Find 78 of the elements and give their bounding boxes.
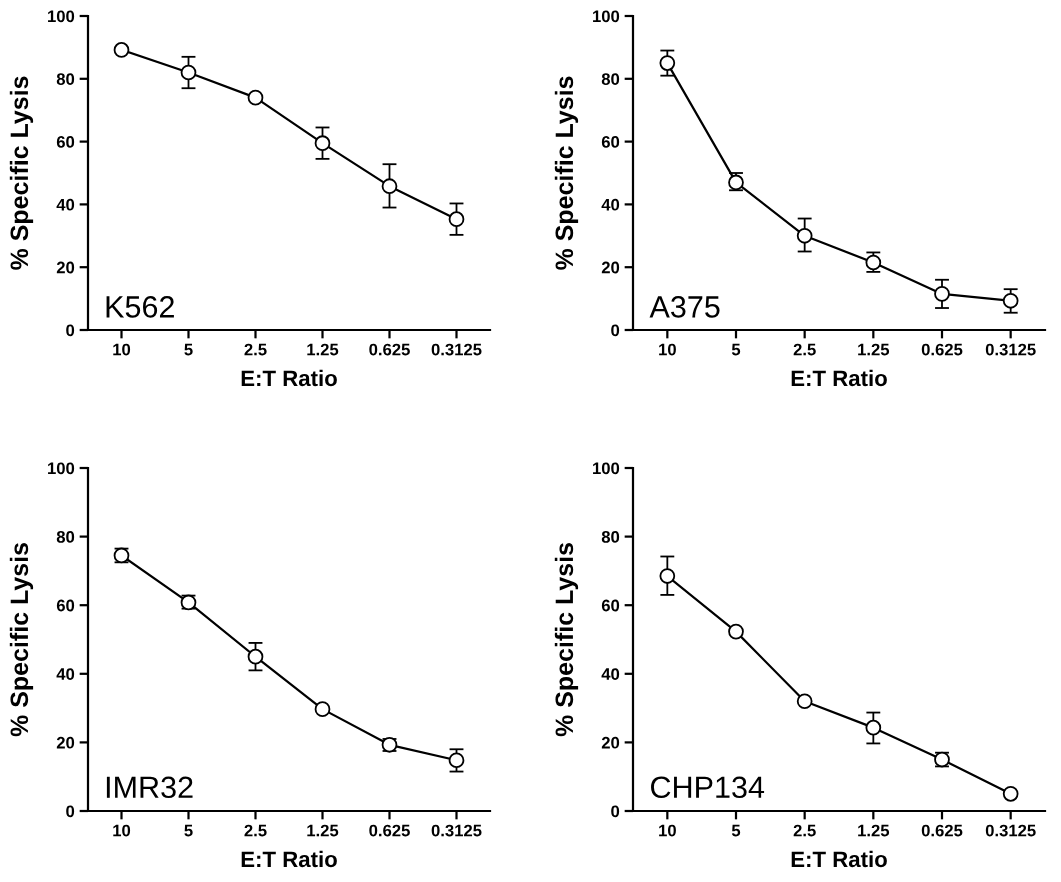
x-tick-label: 2.5 — [793, 824, 816, 837]
y-tick-label: 100 — [48, 10, 75, 23]
x-axis-title: E:T Ratio — [791, 369, 887, 387]
x-tick-label: 0.625 — [369, 343, 410, 356]
point — [113, 42, 130, 58]
annotation: K562 — [106, 296, 174, 318]
point — [180, 64, 197, 81]
point — [1002, 292, 1019, 309]
point — [314, 135, 331, 152]
x-tick-label: 2.5 — [244, 824, 267, 837]
y-tick-label: 40 — [601, 668, 620, 680]
x-tick-label: 2.5 — [793, 343, 816, 356]
point — [381, 178, 398, 195]
y-tick-label: 60 — [601, 599, 620, 612]
y-axis-title: % Specific Lysis — [554, 76, 579, 270]
x-tick-label: 10 — [659, 343, 676, 356]
x-tick-label: 0.3125 — [431, 343, 482, 356]
y-tick-label: 0 — [66, 805, 75, 818]
y-tick-label: 0 — [611, 805, 620, 818]
y-tick-label: 40 — [601, 198, 620, 211]
annotation: A375 — [649, 296, 720, 318]
y-tick-label: 100 — [48, 462, 75, 475]
y-tick-label: 40 — [56, 668, 75, 680]
y-tick-label: 20 — [601, 261, 620, 274]
x-tick-label: 0.3125 — [985, 824, 1036, 837]
x-tick-label: 10 — [113, 343, 131, 356]
x-tick-label: 5 — [731, 343, 741, 356]
point — [448, 752, 465, 769]
y-tick-label: 40 — [56, 198, 75, 211]
annotation: CHP134 — [651, 776, 765, 799]
point — [728, 623, 744, 640]
point — [1002, 786, 1019, 802]
y-tick-label: 80 — [601, 531, 620, 543]
x-tick-label: 5 — [184, 343, 193, 356]
y-tick-label: 100 — [593, 462, 620, 475]
y-axis-title: % Specific Lysis — [554, 543, 579, 737]
y-tick-label: 80 — [56, 73, 75, 85]
y-tick-label: 0 — [611, 324, 620, 337]
x-tick-label: 0.625 — [921, 343, 963, 356]
y-tick-label: 100 — [593, 10, 620, 23]
point — [247, 89, 264, 106]
x-tick-label: 10 — [113, 824, 131, 837]
x-tick-label: 0.3125 — [431, 824, 482, 837]
y-tick-label: 60 — [56, 599, 75, 612]
y-axis-title: % Specific Lysis — [9, 76, 34, 270]
y-axis-title: % Specific Lysis — [9, 543, 34, 737]
point — [247, 648, 264, 665]
x-axis-title: E:T Ratio — [241, 369, 337, 387]
y-tick-label: 20 — [601, 736, 620, 749]
y-tick-label: 80 — [56, 531, 75, 543]
point — [448, 211, 465, 228]
y-tick-label: 0 — [66, 324, 75, 337]
x-tick-label: 0.625 — [369, 824, 410, 837]
point — [934, 286, 950, 302]
x-tick-label: 1.25 — [858, 824, 890, 837]
x-tick-label: 5 — [731, 824, 741, 837]
point — [314, 701, 331, 717]
point — [796, 227, 813, 244]
x-tick-label: 10 — [659, 824, 676, 837]
y-tick-label: 80 — [601, 73, 620, 85]
point — [659, 568, 676, 584]
x-axis-title: E:T Ratio — [241, 850, 337, 868]
x-tick-label: 1.25 — [307, 343, 339, 356]
point — [659, 55, 676, 71]
x-tick-label: 2.5 — [244, 343, 267, 356]
y-tick-label: 20 — [56, 261, 75, 274]
x-axis-title: E:T Ratio — [791, 850, 887, 868]
x-tick-label: 1.25 — [307, 824, 339, 837]
x-tick-label: 0.625 — [921, 824, 963, 837]
y-tick-label: 60 — [56, 136, 75, 148]
x-tick-label: 1.25 — [858, 343, 890, 356]
point — [796, 693, 813, 710]
y-tick-label: 20 — [56, 736, 75, 749]
annotation: IMR32 — [106, 776, 193, 799]
x-tick-label: 0.3125 — [985, 343, 1036, 356]
x-tick-label: 5 — [184, 824, 193, 837]
y-tick-label: 60 — [601, 136, 620, 148]
point — [865, 719, 882, 736]
